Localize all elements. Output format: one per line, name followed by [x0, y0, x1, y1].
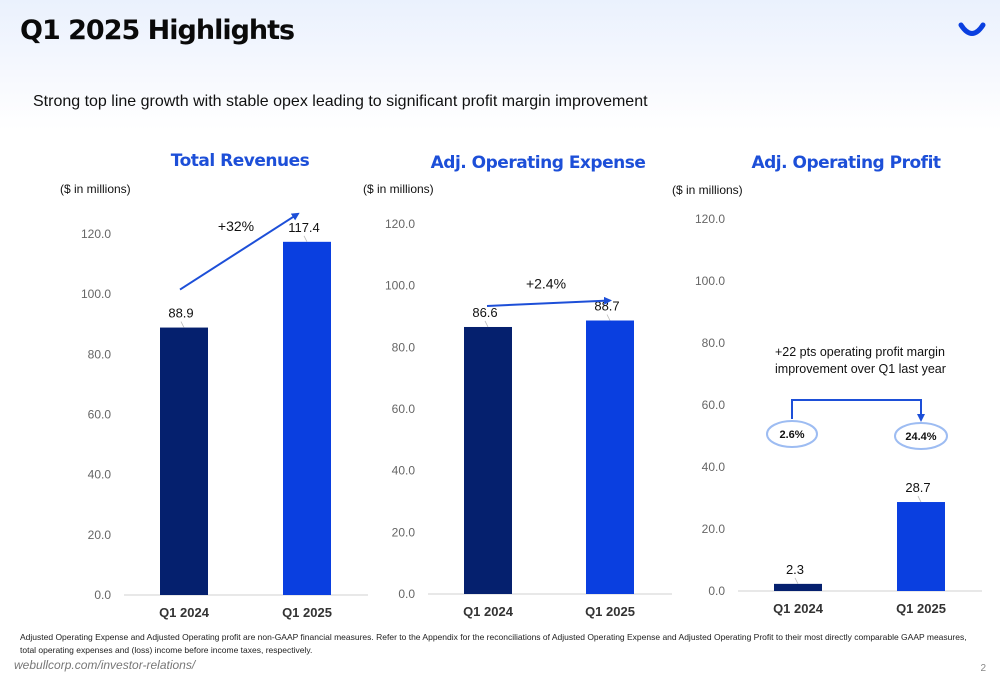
data-label: 117.4: [288, 220, 320, 235]
category-label: Q1 2025: [896, 601, 946, 616]
bar-q1-2024: [464, 326, 512, 594]
y-tick-label: 100.0: [385, 279, 415, 293]
y-tick-label: 0.0: [398, 587, 415, 601]
data-label-leader: [917, 495, 922, 503]
bar-q1-2025: [897, 502, 945, 591]
data-label-leader: [180, 321, 185, 328]
chart-title: Adj. Operating Expense: [431, 153, 646, 173]
margin-value: 24.4%: [905, 431, 936, 443]
y-tick-label: 0.0: [708, 584, 725, 598]
category-label: Q1 2024: [773, 601, 824, 616]
charts-area: Total Revenues ($ in millions) 0.0 20.0 40.0…: [0, 140, 1000, 630]
y-tick-label: 60.0: [702, 398, 726, 412]
category-label: Q1 2024: [463, 604, 514, 619]
margin-bubble: [894, 422, 948, 450]
data-label: 88.7: [594, 299, 619, 314]
y-tick-label: 120.0: [695, 212, 725, 226]
y-tick-label: 20.0: [392, 525, 416, 539]
unit-label: ($ in millions): [363, 182, 434, 196]
category-label: Q1 2025: [282, 605, 332, 620]
unit-label: ($ in millions): [60, 182, 131, 196]
y-tick-label: 60.0: [392, 402, 416, 416]
growth-label: +32%: [218, 218, 254, 234]
chart-title: Total Revenues: [171, 151, 310, 171]
bar-q1-2025: [586, 320, 634, 594]
y-tick-label: 40.0: [392, 464, 416, 478]
y-tick-label: 100.0: [695, 274, 725, 288]
bar-q1-2024: [160, 327, 208, 595]
data-label-leader: [303, 235, 308, 243]
growth-arrow: [179, 212, 300, 291]
bar-charts: Total Revenues ($ in millions) 0.0 20.0 40.0…: [60, 151, 982, 620]
y-tick-label: 40.0: [702, 460, 726, 474]
growth-arrow: [486, 296, 612, 307]
page-title: Q1 2025 Highlights: [20, 15, 295, 46]
y-tick-label: 80.0: [88, 347, 112, 361]
y-tick-label: 80.0: [702, 336, 726, 350]
bar-q1-2024: [774, 583, 822, 591]
y-tick-label: 20.0: [702, 522, 726, 536]
footnote: Adjusted Operating Expense and Adjusted …: [20, 632, 967, 655]
page-subtitle: Strong top line growth with stable opex …: [33, 93, 648, 110]
y-tick-label: 120.0: [81, 227, 111, 241]
y-tick-label: 0.0: [94, 588, 111, 602]
y-tick-label: 120.0: [385, 217, 415, 231]
y-tick-label: 40.0: [88, 468, 112, 482]
y-tick-label: 60.0: [88, 408, 112, 422]
y-tick-label: 80.0: [392, 340, 416, 354]
category-label: Q1 2025: [585, 604, 635, 619]
margin-note: +22 pts operating profit margin: [775, 345, 945, 359]
margin-connector-arrow: [791, 399, 925, 422]
y-tick-label: 100.0: [81, 287, 111, 301]
data-label-leader: [794, 577, 799, 585]
data-label: 28.7: [905, 480, 930, 495]
page-number: 2: [980, 663, 986, 674]
unit-label: ($ in millions): [672, 183, 743, 197]
margin-value: 2.6%: [779, 429, 804, 441]
data-label: 2.3: [786, 562, 804, 577]
webull-smile-icon: [958, 22, 986, 36]
margin-note: improvement over Q1 last year: [775, 362, 946, 376]
data-label-leader: [606, 314, 611, 321]
category-label: Q1 2024: [159, 605, 210, 620]
chart-title: Adj. Operating Profit: [751, 153, 940, 173]
growth-label: +2.4%: [526, 276, 566, 292]
y-tick-label: 20.0: [88, 528, 112, 542]
bar-q1-2025: [283, 241, 331, 595]
source-link[interactable]: webullcorp.com/investor-relations/: [14, 658, 196, 672]
margin-bubble: [766, 420, 818, 448]
data-label: 88.9: [168, 306, 193, 321]
data-label: 86.6: [472, 305, 497, 320]
data-label-leader: [484, 320, 489, 328]
